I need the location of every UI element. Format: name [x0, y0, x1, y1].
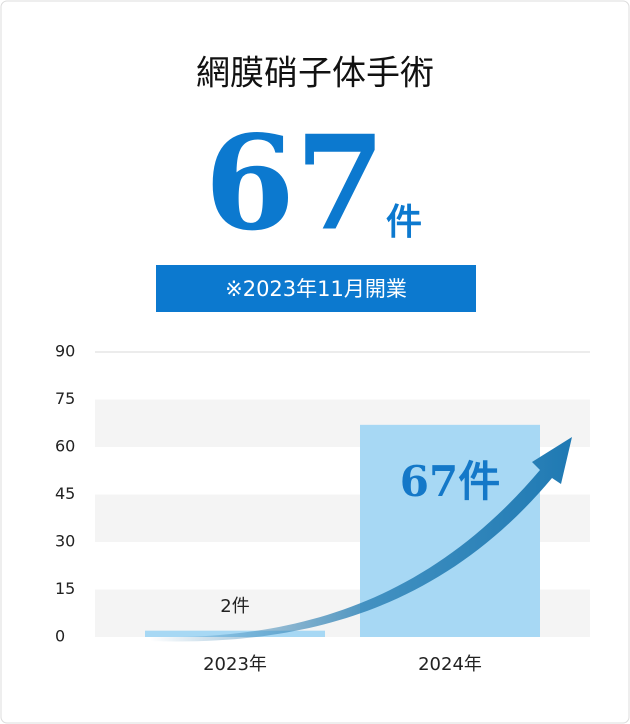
chart-title: 網膜硝子体手術 — [196, 54, 434, 94]
headline-number: 67 — [205, 107, 386, 260]
x-tick-label: 2024年 — [418, 654, 482, 675]
y-tick-label: 45 — [55, 484, 75, 503]
note-banner — [156, 265, 476, 312]
x-tick-label: 2023年 — [203, 654, 267, 675]
plot: 0 15 30 45 60 75 90 2023年 2024年 2件 67件 — [55, 342, 590, 675]
y-tick-label: 0 — [55, 627, 65, 646]
y-tick-label: 90 — [55, 342, 75, 361]
growth-arrow — [150, 437, 572, 642]
y-tick-label: 30 — [55, 532, 75, 551]
y-tick-label: 60 — [55, 437, 75, 456]
value-label: 67件 — [400, 457, 500, 506]
value-label: 2件 — [220, 596, 249, 617]
headline-unit: 件 — [386, 202, 422, 243]
note: ※2023年11月開業 — [225, 277, 407, 301]
y-tick-label: 15 — [55, 579, 75, 598]
y-tick-label: 75 — [55, 389, 75, 408]
